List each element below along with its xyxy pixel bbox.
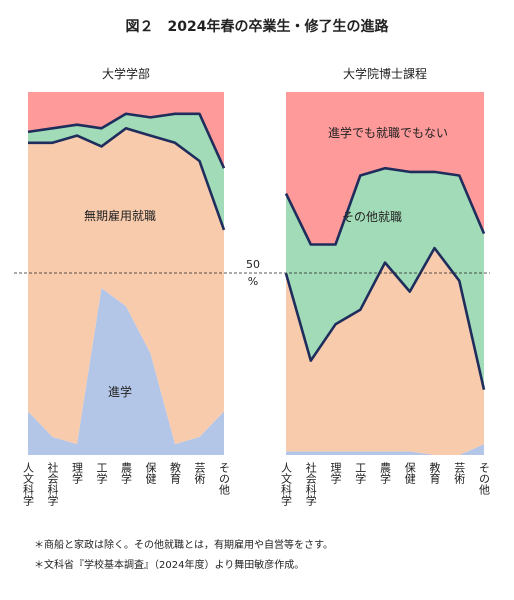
area-advance: [28, 288, 224, 455]
category-label: 教育: [169, 462, 182, 485]
area-advance: [286, 444, 484, 455]
category-label: 理学: [71, 462, 84, 484]
area-regular-employment: [28, 128, 224, 445]
category-label: 保健: [144, 461, 157, 484]
category-label: 社会科学: [304, 461, 317, 506]
fifty-label: 50: [246, 258, 260, 271]
area-neither: [28, 92, 224, 169]
category-label: 農学: [120, 461, 133, 484]
category-label: その他: [478, 462, 491, 495]
figure-title: 図２ 2024年春の卒業生・修了生の進路: [126, 18, 390, 35]
category-label: その他: [218, 462, 231, 495]
boundary-line-regular: [28, 127, 226, 231]
boundary-line-other: [284, 166, 486, 246]
category-label: 工学: [354, 462, 367, 484]
category-label: 教育: [428, 462, 441, 485]
area-label: 無期雇用就職: [84, 208, 156, 223]
category-label: 保健: [403, 461, 416, 484]
category-label: 人文科学: [280, 462, 293, 506]
panel-title: 大学院博士課程: [343, 66, 427, 81]
area-regular-employment: [286, 248, 484, 455]
area-label: その他就職: [342, 210, 402, 224]
category-label: 社会科学: [46, 461, 59, 506]
category-label: 人文科学: [22, 462, 35, 506]
footnote-source: ＊文科省『学校基本調査』（2024年度）より舞田敏彦作成。: [34, 558, 304, 571]
category-label: 工学: [95, 462, 108, 484]
category-label: 芸術: [193, 462, 206, 484]
area-neither: [286, 92, 484, 245]
area-label: 進学でも就職でもない: [328, 125, 448, 140]
percent-label: %: [248, 275, 258, 288]
area-label: 進学: [108, 384, 132, 399]
panel-title: 大学学部: [102, 66, 150, 81]
footnote-definition: ＊商船と家政は除く。その他就職とは，有期雇用や自営等をさす。: [34, 538, 333, 551]
area-other-employment: [286, 168, 484, 390]
boundary-line-other: [27, 112, 226, 169]
boundary-line-regular: [284, 246, 486, 390]
category-label: 理学: [329, 462, 342, 484]
category-label: 農学: [379, 461, 392, 484]
category-label: 芸術: [453, 462, 466, 484]
